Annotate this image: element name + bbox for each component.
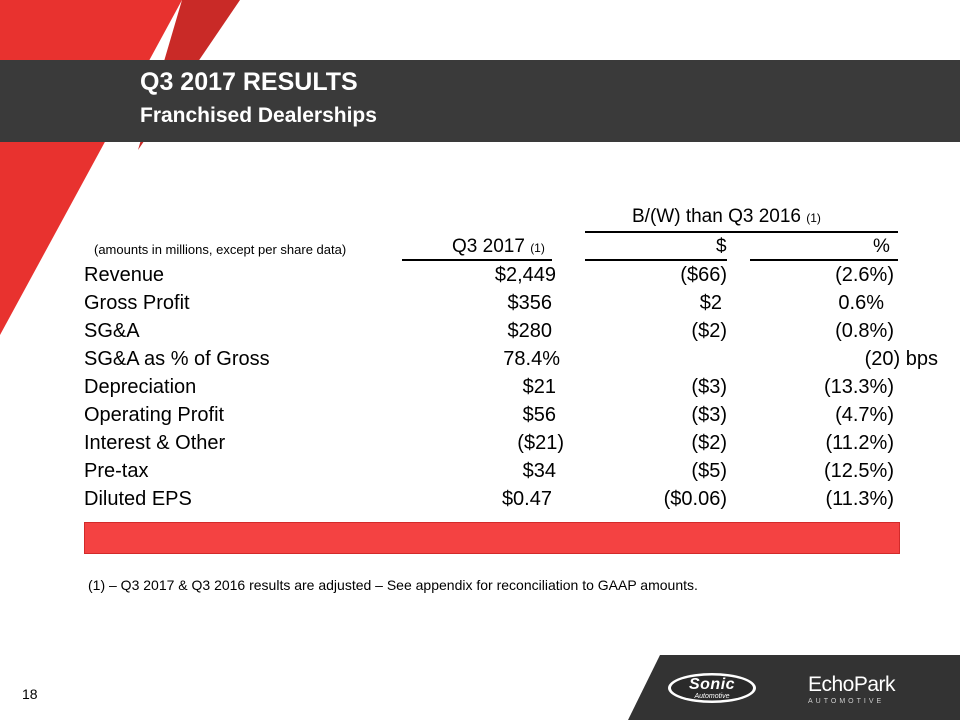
cell-pct-depreciation: (13.3%) xyxy=(823,376,894,398)
cell-dollar-depreciation: ($3) xyxy=(691,376,727,398)
cell-pct-diluted-eps: (11.3%) xyxy=(825,488,894,510)
cell-pct-operating-profit: (4.7%) xyxy=(835,404,894,426)
cell-pct-sga-pct-gross: (20) bps xyxy=(864,348,938,370)
cell-pct-pretax: (12.5%) xyxy=(823,460,894,482)
cell-pct-interest-other: (11.2%) xyxy=(825,432,894,454)
cell-q3-sga-pct-gross: 78.4% xyxy=(503,348,560,370)
cell-dollar-pretax: ($5) xyxy=(691,460,727,482)
col-header-dollar: $ xyxy=(716,236,727,257)
slide-subtitle: Franchised Dealerships xyxy=(140,104,377,127)
col-header-percent: % xyxy=(873,236,890,257)
col-rule-dollar xyxy=(585,259,727,261)
row-label-interest-other: Interest & Other xyxy=(84,432,226,454)
row-label-diluted-eps: Diluted EPS xyxy=(84,488,192,510)
cell-q3-gross-profit: $356 xyxy=(507,292,553,314)
cell-q3-diluted-eps: $0.47 xyxy=(501,488,552,510)
row-label-sga: SG&A xyxy=(84,320,140,342)
row-label-operating-profit: Operating Profit xyxy=(84,404,225,426)
cell-pct-sga: (0.8%) xyxy=(835,320,894,342)
row-label-pretax: Pre-tax xyxy=(84,460,149,482)
col-rule-q3 xyxy=(402,259,552,261)
cell-q3-sga: $280 xyxy=(507,320,553,342)
row-label-revenue: Revenue xyxy=(84,264,165,286)
group-header: B/(W) than Q3 2016 (1) xyxy=(632,206,821,227)
page-number: 18 xyxy=(22,686,38,702)
group-header-rule xyxy=(585,231,898,233)
sonic-automotive-logo: Sonic Automotive xyxy=(666,670,758,706)
cell-dollar-sga: ($2) xyxy=(691,320,727,342)
cell-q3-interest-other: ($21) xyxy=(517,432,564,454)
footnote: (1) – Q3 2017 & Q3 2016 results are adju… xyxy=(88,577,698,593)
col-rule-percent xyxy=(750,259,898,261)
cell-dollar-interest-other: ($2) xyxy=(691,432,727,454)
row-label-sga-pct-gross: SG&A as % of Gross xyxy=(84,348,270,370)
slide-title: Q3 2017 RESULTS xyxy=(140,68,358,96)
title-band xyxy=(0,60,960,142)
cell-dollar-operating-profit: ($3) xyxy=(691,404,727,426)
row-label-depreciation: Depreciation xyxy=(84,376,197,398)
cell-q3-revenue: $2,449 xyxy=(494,264,556,286)
row-label-gross-profit: Gross Profit xyxy=(84,292,190,314)
cell-q3-operating-profit: $56 xyxy=(522,404,556,426)
echopark-logo: EchoPark AUTOMOTIVE xyxy=(808,673,896,705)
cell-dollar-diluted-eps: ($0.06) xyxy=(663,488,727,510)
cell-dollar-revenue: ($66) xyxy=(680,264,727,286)
cell-dollar-gross-profit: $2 xyxy=(699,292,722,314)
cell-pct-gross-profit: 0.6% xyxy=(838,292,884,314)
cell-q3-depreciation: $21 xyxy=(522,376,556,398)
cell-pct-revenue: (2.6%) xyxy=(835,264,894,286)
cell-q3-pretax: $34 xyxy=(522,460,556,482)
highlight-bar xyxy=(84,522,900,554)
col-header-q3-2017: Q3 2017 (1) xyxy=(452,236,545,257)
amounts-note: (amounts in millions, except per share d… xyxy=(94,242,347,257)
